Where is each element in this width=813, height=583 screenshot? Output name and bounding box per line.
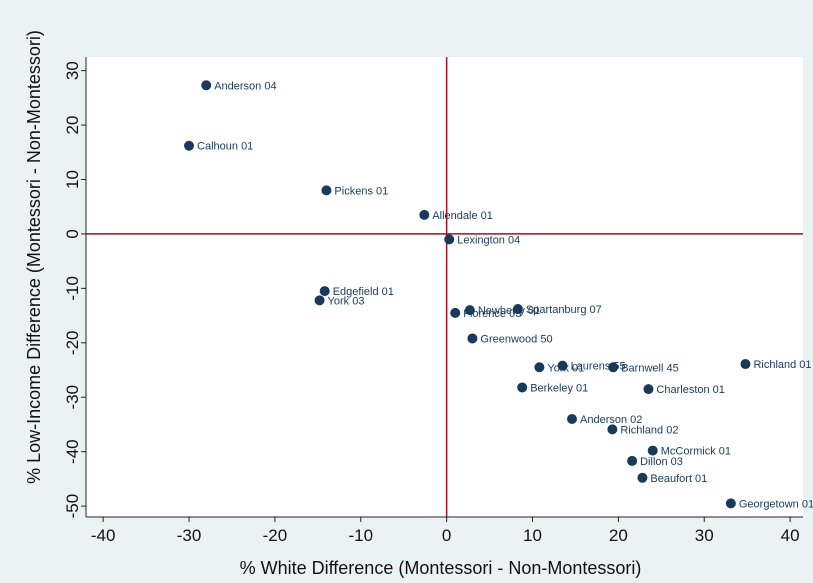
- point-label: Florence 03: [463, 308, 521, 320]
- y-axis-title: % Low-Income Difference (Montessori - No…: [24, 30, 44, 484]
- data-point: [464, 305, 475, 316]
- reference-lines: [86, 57, 803, 517]
- point-label: Berkeley 01: [530, 382, 588, 394]
- y-tick-label: 10: [63, 170, 82, 189]
- x-tick-label: -40: [91, 526, 116, 545]
- data-point: [557, 360, 568, 371]
- y-tick-label: 30: [63, 61, 82, 80]
- point-label: Charleston 01: [656, 384, 725, 396]
- point-label: Richland 01: [753, 359, 811, 371]
- data-point: [319, 286, 330, 297]
- data-point: [608, 362, 619, 373]
- data-point: [607, 424, 618, 435]
- data-point: [314, 295, 325, 306]
- y-tick-label: -50: [63, 494, 82, 519]
- data-point: [567, 414, 578, 425]
- data-point: [201, 80, 212, 91]
- data-point: [184, 140, 195, 151]
- data-point: [647, 445, 658, 456]
- point-label: York 03: [328, 295, 365, 307]
- x-axis-title: % White Difference (Montessori - Non-Mon…: [240, 558, 642, 578]
- y-tick-label: -20: [63, 331, 82, 356]
- y-tick-label: 20: [63, 116, 82, 135]
- data-point: [450, 307, 461, 318]
- x-axis: -40 -30 -20 -10 0 10 20 30 40: [86, 516, 803, 545]
- data-points: [184, 80, 751, 509]
- data-point: [512, 304, 523, 315]
- data-point: [725, 498, 736, 509]
- data-point: [419, 209, 430, 220]
- point-label: Barnwell 45: [621, 362, 678, 374]
- x-tick-label: 30: [695, 526, 714, 545]
- x-tick-label: -20: [263, 526, 288, 545]
- point-label: Anderson 02: [580, 414, 642, 426]
- y-tick-label: 0: [63, 229, 82, 238]
- data-point: [643, 384, 654, 395]
- x-tick-label: 0: [442, 526, 451, 545]
- point-label: Dillon 03: [640, 456, 683, 468]
- data-point: [740, 359, 751, 370]
- y-axis: 30 20 10 0 -10 -20 -30 -40 -50: [63, 57, 87, 519]
- data-point: [637, 472, 648, 483]
- point-label: York 01: [547, 362, 584, 374]
- data-point: [444, 234, 455, 245]
- data-point: [627, 455, 638, 466]
- data-point: [534, 362, 545, 373]
- y-tick-label: -30: [63, 385, 82, 410]
- point-label: Lexington 04: [457, 234, 520, 246]
- point-label: Pickens 01: [334, 185, 388, 197]
- x-tick-label: 20: [609, 526, 628, 545]
- y-tick-label: -40: [63, 439, 82, 464]
- x-tick-label: -30: [177, 526, 202, 545]
- plot-area: [86, 57, 803, 517]
- point-label: Beaufort 01: [650, 473, 707, 485]
- point-label: McCormick 01: [661, 446, 731, 458]
- point-label: Greenwood 50: [480, 333, 552, 345]
- point-label: Edgefield 01: [333, 286, 394, 298]
- x-tick-label: -10: [348, 526, 373, 545]
- point-label: Anderson 04: [214, 80, 276, 92]
- y-tick-label: -10: [63, 276, 82, 301]
- data-point: [517, 382, 528, 393]
- point-label: Richland 02: [620, 424, 678, 436]
- data-point: [321, 185, 332, 196]
- point-label: Georgetown 01: [739, 498, 813, 510]
- x-tick-label: 10: [523, 526, 542, 545]
- x-tick-label: 40: [781, 526, 800, 545]
- point-label: Calhoun 01: [197, 141, 253, 153]
- point-label: Allendale 01: [432, 210, 493, 222]
- point-labels: Anderson 04 Calhoun 01 Pickens 01 Allendale…: [197, 80, 813, 510]
- point-label: Newberry 01: [478, 305, 540, 317]
- point-label: Spartanburg 07: [526, 304, 602, 316]
- data-point: [467, 333, 478, 344]
- point-label: Laurens 55: [571, 361, 626, 373]
